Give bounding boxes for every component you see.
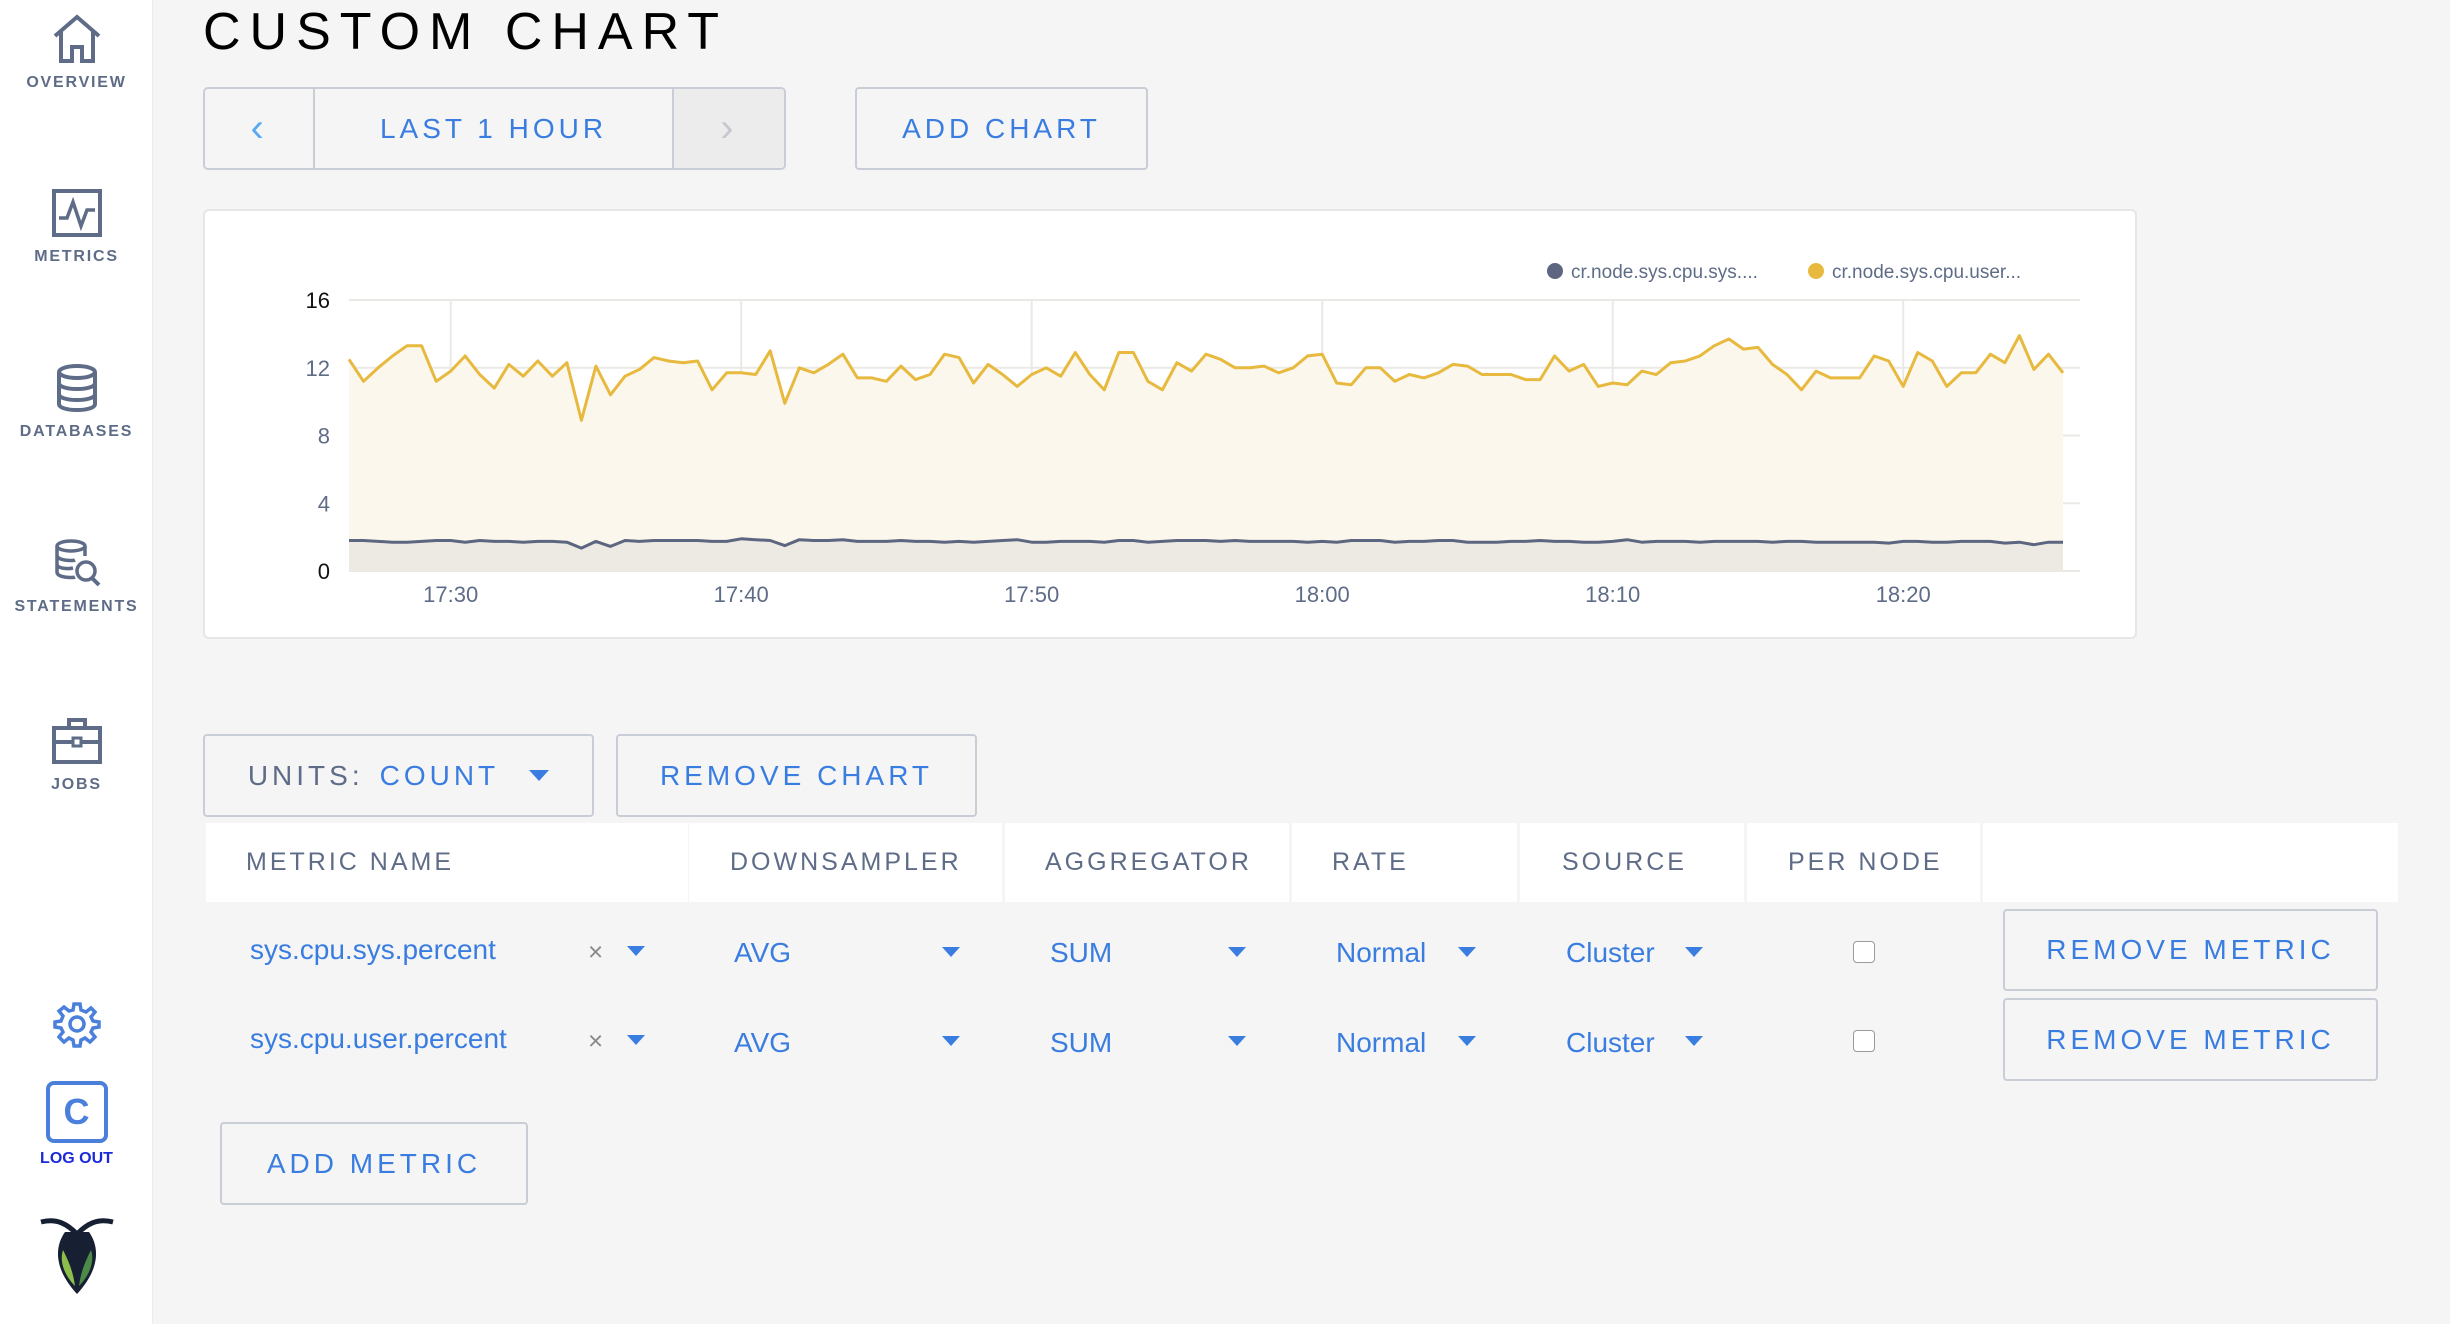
sidebar-item-databases[interactable]: DATABASES bbox=[0, 363, 153, 441]
column-header-metric-name: METRIC NAME bbox=[206, 823, 688, 902]
series-area-0 bbox=[349, 538, 2063, 571]
sidebar: OVERVIEW METRICS DATABASES STATEMENTS JO… bbox=[0, 0, 153, 1324]
remove-metric-button[interactable]: REMOVE METRIC bbox=[2003, 909, 2378, 991]
units-dropdown[interactable]: UNITS: COUNT bbox=[203, 734, 594, 817]
source-caret-icon[interactable] bbox=[1685, 1036, 1703, 1046]
rate-select[interactable]: Normal bbox=[1336, 1027, 1427, 1058]
downsampler-select[interactable]: AVG bbox=[734, 937, 792, 968]
clear-metric-icon[interactable]: × bbox=[588, 1025, 604, 1056]
metric-name-select[interactable]: sys.cpu.sys.percent bbox=[250, 934, 496, 965]
per-node-checkbox[interactable] bbox=[1853, 941, 1875, 963]
column-header-actions bbox=[1983, 823, 2398, 902]
x-tick-label: 18:20 bbox=[1876, 582, 1931, 607]
chart-card: 0 4 8 12 16 17:30 17:40 17:50 18:00 18:10 18:20 cr.… bbox=[203, 209, 2137, 639]
page-title: CUSTOM CHART bbox=[203, 3, 728, 61]
cockroach-logo bbox=[0, 1218, 153, 1298]
sidebar-item-label: DATABASES bbox=[19, 423, 134, 440]
avatar: C bbox=[45, 1081, 108, 1143]
y-tick-label: 12 bbox=[306, 356, 330, 381]
legend-marker bbox=[1547, 263, 1563, 279]
aggregator-select[interactable]: SUM bbox=[1050, 1027, 1113, 1058]
x-tick-label: 18:10 bbox=[1585, 582, 1640, 607]
sidebar-item-label: STATEMENTS bbox=[14, 598, 139, 615]
time-range-dropdown[interactable]: LAST 1 HOUR bbox=[315, 89, 674, 168]
add-chart-button[interactable]: ADD CHART bbox=[855, 87, 1148, 170]
sidebar-item-statements[interactable]: STATEMENTS bbox=[0, 538, 153, 616]
downsampler-caret-icon[interactable] bbox=[942, 947, 960, 957]
x-tick-label: 17:50 bbox=[1004, 582, 1059, 607]
x-tick-label: 17:30 bbox=[423, 582, 478, 607]
y-tick-label: 16 bbox=[306, 288, 330, 313]
y-tick-label: 4 bbox=[318, 491, 330, 516]
per-node-checkbox[interactable] bbox=[1853, 1030, 1875, 1052]
series-line-0 bbox=[349, 537, 2063, 550]
rate-select[interactable]: Normal bbox=[1336, 937, 1427, 968]
remove-chart-button[interactable]: REMOVE CHART bbox=[616, 734, 977, 817]
rate-caret-icon[interactable] bbox=[1458, 1036, 1476, 1046]
column-header-rate: RATE bbox=[1292, 823, 1517, 902]
next-time-button[interactable]: › bbox=[673, 89, 784, 168]
chevron-left-icon: ‹ bbox=[250, 106, 268, 150]
metric-caret-icon[interactable] bbox=[627, 946, 645, 956]
legend-label: cr.node.sys.cpu.sys.... bbox=[1571, 262, 1758, 283]
remove-metric-button[interactable]: REMOVE METRIC bbox=[2003, 998, 2378, 1081]
y-tick-label: 8 bbox=[318, 424, 330, 449]
sidebar-item-label: OVERVIEW bbox=[26, 74, 127, 91]
add-metric-button[interactable]: ADD METRIC bbox=[220, 1122, 528, 1205]
units-label: UNITS: bbox=[247, 759, 364, 791]
caret-down-icon bbox=[529, 770, 550, 781]
legend-marker bbox=[1808, 263, 1824, 279]
column-header-source: SOURCE bbox=[1520, 823, 1744, 902]
logout-label: LOG OUT bbox=[40, 1150, 113, 1167]
aggregator-caret-icon[interactable] bbox=[1228, 947, 1246, 957]
source-select[interactable]: Cluster bbox=[1566, 1027, 1655, 1058]
sidebar-item-metrics[interactable]: METRICS bbox=[0, 188, 153, 266]
aggregator-select[interactable]: SUM bbox=[1050, 937, 1113, 968]
x-tick-label: 18:00 bbox=[1295, 582, 1350, 607]
metric-caret-icon[interactable] bbox=[627, 1035, 645, 1045]
downsampler-caret-icon[interactable] bbox=[942, 1036, 960, 1046]
statements-icon bbox=[54, 539, 100, 587]
column-header-per-node: PER NODE bbox=[1747, 823, 1980, 902]
home-icon bbox=[53, 14, 100, 63]
metric-name-select[interactable]: sys.cpu.user.percent bbox=[250, 1023, 507, 1054]
sidebar-item-label: METRICS bbox=[34, 248, 119, 265]
metrics-chart: 0 4 8 12 16 17:30 17:40 17:50 18:00 18:10 18:20 cr.… bbox=[306, 262, 2080, 607]
metrics-icon bbox=[51, 189, 102, 237]
x-tick-label: 17:40 bbox=[714, 582, 769, 607]
settings-button[interactable] bbox=[0, 1000, 153, 1048]
legend-label: cr.node.sys.cpu.user... bbox=[1832, 262, 2021, 283]
aggregator-caret-icon[interactable] bbox=[1228, 1036, 1246, 1046]
briefcase-icon bbox=[51, 718, 102, 764]
column-header-aggregator: AGGREGATOR bbox=[1005, 823, 1289, 902]
clear-metric-icon[interactable]: × bbox=[588, 936, 604, 967]
chevron-right-icon: › bbox=[720, 106, 738, 150]
previous-time-button[interactable]: ‹ bbox=[205, 89, 316, 168]
source-caret-icon[interactable] bbox=[1685, 947, 1703, 957]
database-icon bbox=[56, 364, 97, 412]
sidebar-item-overview[interactable]: OVERVIEW bbox=[0, 14, 153, 92]
time-range-selector: ‹ LAST 1 HOUR › bbox=[203, 87, 786, 170]
downsampler-select[interactable]: AVG bbox=[734, 1027, 792, 1058]
logout-button[interactable]: C LOG OUT bbox=[0, 1081, 153, 1168]
y-tick-label: 0 bbox=[318, 559, 330, 584]
source-select[interactable]: Cluster bbox=[1566, 937, 1655, 968]
sidebar-item-jobs[interactable]: JOBS bbox=[0, 716, 153, 794]
column-header-downsampler: DOWNSAMPLER bbox=[689, 823, 1002, 902]
sidebar-item-label: JOBS bbox=[51, 776, 102, 793]
units-value: COUNT bbox=[379, 759, 500, 791]
series-area-1 bbox=[349, 335, 2063, 571]
rate-caret-icon[interactable] bbox=[1458, 947, 1476, 957]
gear-icon bbox=[52, 1002, 101, 1048]
